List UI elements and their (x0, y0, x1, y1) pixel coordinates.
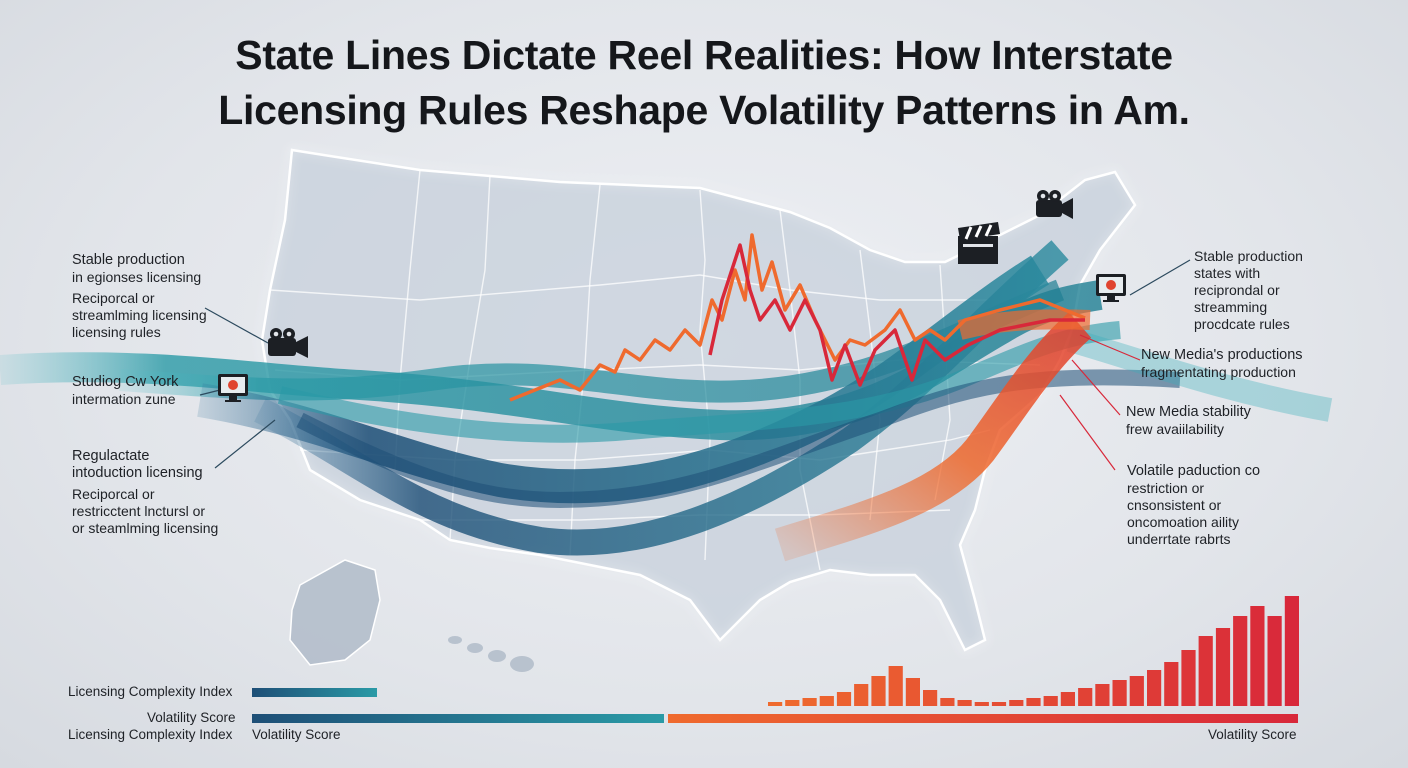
histogram-bar (957, 700, 972, 706)
right-label-2: New Media's productions fragmentating pr… (1141, 347, 1303, 381)
right-label-4-line-2: restriction or (1127, 480, 1205, 496)
histogram-bar (1164, 662, 1179, 706)
right-label-1: Stable production states with recipronda… (1194, 248, 1303, 333)
licensing-complexity-bar (252, 688, 377, 697)
volatility-score-label-bottom-left: Volatility Score (252, 727, 341, 742)
right-label-4: Volatile paduction co restriction or cns… (1127, 463, 1260, 548)
title-line-1: State Lines Dictate Reel Realities: How … (235, 32, 1173, 78)
licensing-complexity-label-top: Licensing Complexity Index (68, 684, 233, 699)
histogram-bar (785, 700, 800, 706)
left-label-4-line-1: Regulactate (72, 448, 150, 464)
volatility-line-red (708, 243, 1085, 387)
left-label-2-line-3: licensing rules (72, 324, 161, 340)
histogram-bar (888, 666, 903, 706)
histogram-bar (1129, 676, 1144, 706)
left-label-1-line-1: Stable production (72, 252, 185, 268)
volatility-score-bar-teal (252, 714, 664, 723)
flow-bands (0, 240, 1333, 562)
right-label-1-line-4: streamming (1194, 299, 1268, 315)
left-label-2: Reciporcal or streamlming licensing lice… (72, 290, 207, 341)
volatility-line-orange (509, 233, 1086, 402)
right-label-3-line-1: New Media stability (1126, 404, 1251, 420)
left-label-5-line-1: Reciporcal or (72, 486, 155, 502)
histogram-bar (768, 702, 783, 706)
left-label-5-line-3: or steamlming licensing (72, 520, 219, 536)
left-label-4: Regulactate intoduction licensing (72, 448, 203, 482)
histogram-bar (1284, 596, 1299, 706)
histogram-bar (940, 698, 955, 706)
film-camera-icon (268, 328, 308, 358)
histogram-bar (1026, 698, 1041, 706)
histogram-bar (1095, 684, 1110, 706)
right-label-4-line-4: oncomoation aility (1127, 514, 1240, 530)
right-label-4-line-5: underrtate rabrts (1127, 531, 1231, 547)
histogram-bar (923, 690, 938, 706)
alaska-shape (289, 559, 381, 666)
left-label-5: Reciporcal or restricctent lnctursl or o… (72, 486, 218, 537)
left-label-2-line-1: Reciporcal or (72, 290, 155, 306)
film-camera-icon (1036, 190, 1073, 219)
licensing-complexity-label-bottom: Licensing Complexity Index (68, 727, 233, 742)
left-label-3: Studiog Cw York intermation zune (72, 374, 178, 408)
histogram-bar (1147, 670, 1162, 706)
right-label-2-line-1: New Media's productions (1141, 347, 1303, 363)
volatility-histogram (768, 596, 1299, 706)
left-label-4-line-2: intoduction licensing (72, 465, 203, 481)
right-label-4-line-1: Volatile paduction co (1127, 463, 1261, 479)
histogram-bar (974, 702, 989, 706)
histogram-bar (819, 696, 834, 706)
histogram-bar (871, 676, 886, 706)
volatility-score-label-mid: Volatility Score (147, 710, 236, 725)
histogram-bar (854, 684, 869, 706)
histogram-bar (1267, 616, 1282, 706)
monitor-icon (1096, 274, 1126, 302)
histogram-bar (1250, 606, 1265, 706)
hawaii-shapes (448, 636, 534, 672)
volatility-score-label-bottom-right: Volatility Score (1208, 727, 1297, 742)
left-label-1-line-2: in egionses licensing (72, 269, 202, 285)
right-label-4-line-3: cnsonsistent or (1127, 497, 1222, 513)
volatility-score-bar-orange (668, 714, 1298, 723)
right-label-1-line-3: reciprondal or (1194, 282, 1280, 298)
left-label-5-line-2: restricctent lnctursl or (72, 503, 206, 519)
histogram-bar (905, 678, 920, 706)
right-label-1-line-2: states with (1194, 265, 1261, 281)
left-label-1: Stable production in egionses licensing (72, 252, 201, 286)
histogram-bar (991, 702, 1007, 706)
left-label-3-line-1: Studiog Cw York (72, 374, 179, 390)
right-label-3-line-2: frew avaiilability (1126, 421, 1225, 437)
right-label-3: New Media stability frew avaiilability (1126, 404, 1251, 438)
clapperboard-icon (958, 222, 1000, 264)
right-label-2-line-2: fragmentating production (1141, 364, 1296, 380)
histogram-bar (1198, 636, 1213, 706)
histogram-bar (1181, 650, 1196, 706)
left-label-2-line-2: streamlming licensing (72, 307, 207, 323)
right-label-1-line-1: Stable production (1194, 248, 1303, 264)
histogram-bar (1215, 628, 1231, 706)
bottom-bar-panel (252, 596, 1299, 723)
histogram-bar (1043, 696, 1058, 706)
histogram-bar (836, 692, 852, 706)
histogram-bar (1078, 688, 1093, 706)
histogram-bar (1009, 700, 1024, 706)
title-line-2: Licensing Rules Reshape Volatility Patte… (218, 87, 1190, 133)
monitor-icon (218, 374, 248, 402)
histogram-bar (1112, 680, 1127, 706)
right-label-1-line-5: procdcate rules (1194, 316, 1290, 332)
left-label-3-line-2: intermation zune (72, 391, 176, 407)
histogram-bar (802, 698, 817, 706)
histogram-bar (1060, 692, 1075, 706)
page-title: State Lines Dictate Reel Realities: How … (0, 28, 1408, 138)
histogram-bar (1233, 616, 1248, 706)
